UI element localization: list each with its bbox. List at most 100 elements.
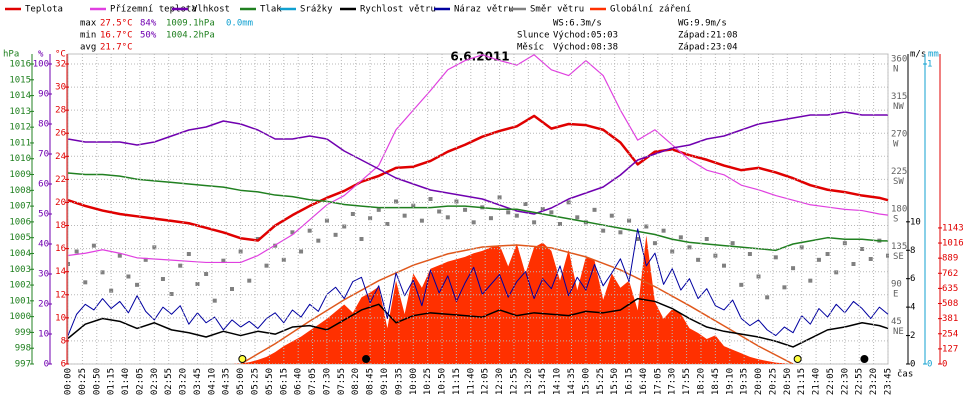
stat-value: 0.0mm	[226, 19, 253, 29]
x-tick-label: 23:20	[869, 368, 879, 395]
astro-rise: Východ:08:38	[553, 43, 618, 53]
y-tick-label: 10	[55, 313, 66, 323]
x-tick-label: 20:00	[754, 368, 764, 395]
y-tick-label: 45	[891, 317, 902, 327]
x-tick-label: 03:20	[179, 368, 189, 395]
y-tick-name: E	[893, 290, 898, 300]
direction-point	[428, 197, 433, 201]
stat-value: 50%	[140, 31, 157, 41]
x-tick-label: 16:40	[639, 368, 649, 395]
y-tick-label: 30	[38, 270, 49, 280]
y-tick-label: 40	[38, 240, 49, 250]
stat-label: min	[80, 31, 96, 41]
direction-point	[109, 288, 114, 293]
x-tick-label: 08:45	[366, 368, 376, 395]
moon-marker	[362, 355, 371, 363]
y-tick-label: 8	[910, 246, 915, 256]
direction-point	[445, 215, 450, 220]
x-tick-label: 10:25	[423, 368, 433, 395]
stat-label: avg	[80, 43, 96, 53]
y-tick-label: 32	[55, 60, 66, 70]
direction-point	[523, 202, 528, 206]
y-tick-label: 1007	[9, 202, 31, 212]
y-tick-label: 1013	[9, 107, 31, 117]
y-tick-label: 889	[942, 254, 958, 264]
y-tick-label: 1002	[9, 281, 31, 291]
y-tick-label: 1009	[9, 170, 31, 180]
y-tick-label: 90	[38, 90, 49, 100]
direction-point	[135, 282, 140, 287]
direction-point	[247, 278, 252, 283]
legend-label: Srážky	[300, 5, 333, 15]
y-tick-label: 90	[891, 280, 902, 290]
y-tick-label: 1008	[9, 186, 31, 196]
x-tick-label: 21:15	[797, 368, 807, 395]
x-tick-label: 11:40	[466, 368, 476, 395]
y-tick-label: 6	[910, 274, 915, 284]
y-tick-label: 10	[38, 330, 49, 340]
x-tick-label: 12:30	[495, 368, 505, 395]
direction-point	[592, 207, 597, 212]
y-tick-label: 50	[38, 210, 49, 220]
axis-title: m/s	[910, 50, 926, 60]
x-tick-label: 15:00	[581, 368, 591, 395]
direction-point	[264, 263, 269, 268]
x-tick-label: 10:00	[409, 368, 419, 395]
direction-point	[83, 280, 88, 285]
direction-point	[152, 245, 157, 250]
astro-label: Měsíc	[517, 43, 544, 53]
x-tick-label: 00:25	[78, 368, 88, 395]
direction-point	[549, 210, 554, 215]
y-tick-label: 1015	[9, 75, 31, 85]
y-tick-name: SE	[893, 252, 904, 262]
y-tick-label: 10	[910, 217, 921, 227]
x-tick-label: 13:45	[538, 368, 548, 395]
x-tick-label: 05:00	[236, 368, 246, 395]
y-tick-label: 1016	[942, 239, 964, 249]
direction-point	[644, 224, 649, 229]
direction-point	[791, 266, 796, 271]
y-tick-label: 1001	[9, 296, 31, 306]
direction-point	[290, 230, 295, 235]
y-tick-label: 254	[942, 329, 958, 339]
y-tick-label: 1143	[942, 223, 964, 233]
astro-rise: Východ:05:03	[553, 31, 618, 41]
x-tick-label: 06:15	[279, 368, 289, 395]
direction-point	[566, 200, 571, 205]
direction-point	[471, 220, 476, 225]
direction-point	[601, 228, 606, 233]
stat-value: 27.5°C	[100, 19, 133, 29]
x-tick-label: 09:35	[394, 368, 404, 395]
y-tick-label: 0	[927, 360, 932, 370]
direction-point	[739, 282, 744, 287]
direction-point	[411, 203, 416, 208]
x-tick-label: 06:40	[294, 368, 304, 395]
y-tick-label: 1005	[9, 233, 31, 243]
y-tick-label: 70	[38, 150, 49, 160]
x-tick-label: 01:15	[107, 368, 117, 395]
legend-label: Vlhkost	[192, 5, 230, 15]
astro-set: Západ:21:08	[678, 31, 738, 41]
direction-point	[488, 216, 493, 221]
y-tick-label: 6	[61, 360, 66, 370]
direction-point	[558, 222, 562, 226]
direction-point	[350, 212, 355, 216]
x-tick-label: 15:50	[610, 368, 620, 395]
y-tick-label: 762	[942, 269, 958, 279]
x-tick-label: 17:30	[668, 368, 678, 395]
x-tick-label: 22:05	[826, 368, 836, 395]
direction-point	[91, 243, 96, 248]
y-tick-label: 12	[55, 290, 66, 300]
x-tick-label: 08:20	[351, 368, 361, 395]
sun-marker	[793, 355, 802, 363]
y-tick-name: NW	[893, 102, 904, 112]
x-tick-label: 17:05	[653, 368, 663, 395]
direction-point	[687, 245, 692, 250]
x-tick-label: 20:25	[768, 368, 778, 395]
x-tick-label: 11:15	[452, 368, 462, 395]
wind-info: WG:9.9m/s	[678, 19, 727, 29]
direction-point	[618, 230, 623, 235]
y-tick-label: 18	[55, 221, 66, 231]
y-tick-label: 225	[891, 167, 907, 177]
y-tick-label: 1	[927, 60, 932, 70]
